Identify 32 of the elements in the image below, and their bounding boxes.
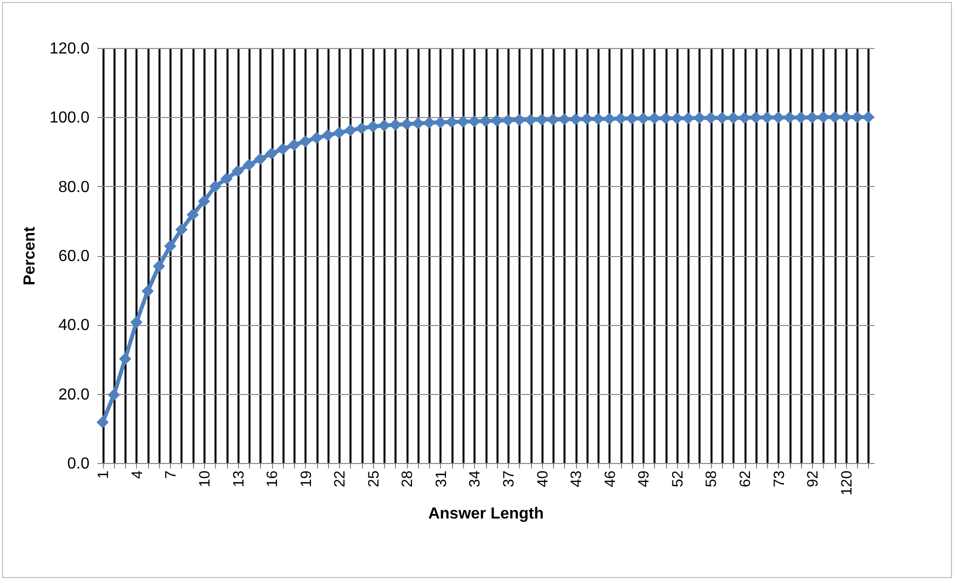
- x-tick-label: 62: [737, 470, 754, 488]
- x-tick-label: 19: [298, 470, 315, 488]
- x-tick-label: 37: [500, 470, 518, 488]
- x-tick-label: 22: [332, 470, 349, 488]
- x-tick-label: 4: [128, 470, 146, 479]
- x-tick-label: 92: [804, 470, 822, 488]
- y-tick-label: 0.0: [67, 456, 90, 472]
- y-tick-label: 60.0: [58, 248, 90, 265]
- x-tick-label: 52: [669, 470, 686, 488]
- x-tick-label: 58: [703, 470, 720, 488]
- x-tick-label: 28: [399, 470, 416, 488]
- x-tick-label: 16: [264, 470, 282, 488]
- x-tick-label: 46: [602, 470, 619, 488]
- x-tick-label: 49: [636, 470, 653, 488]
- x-tick-label: 10: [196, 470, 214, 488]
- x-tick-label: 43: [568, 470, 586, 488]
- x-axis-title: Answer Length: [428, 506, 544, 523]
- x-tick-label: 25: [365, 470, 382, 488]
- x-tick-label: 7: [162, 470, 180, 479]
- y-tick-label: 100.0: [49, 110, 90, 127]
- y-axis-title: Percent: [21, 226, 38, 286]
- x-tick-label: 120: [838, 470, 856, 496]
- x-tick-label: 73: [770, 470, 788, 488]
- x-tick-label: 1: [95, 470, 112, 479]
- y-tick-label: 120.0: [49, 40, 90, 58]
- y-tick-label: 80.0: [58, 178, 90, 196]
- x-tick-label: 31: [432, 470, 450, 488]
- x-tick-label: 13: [230, 470, 248, 488]
- x-tick-label: 34: [466, 470, 484, 488]
- y-tick-label: 20.0: [58, 386, 90, 404]
- y-tick-label: 40.0: [58, 317, 90, 334]
- x-tick-label: 40: [534, 470, 552, 488]
